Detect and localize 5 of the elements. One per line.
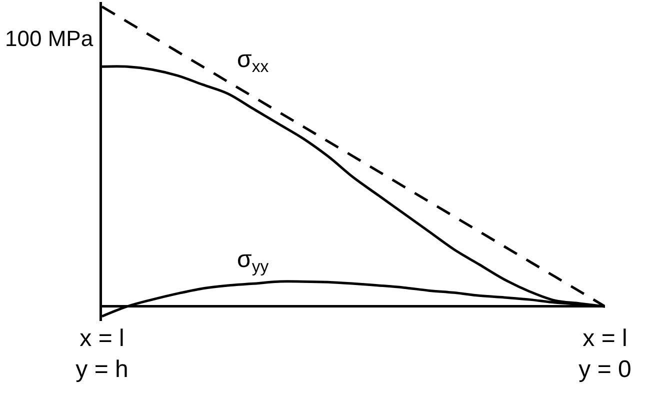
- series-label: σ$_{xx}$: [237, 46, 270, 76]
- x-tick-label: x = l y = 0: [578, 325, 632, 384]
- series-label: σ$_{yy}$: [237, 246, 270, 276]
- y-axis-title: 100 MPa: [5, 26, 94, 51]
- x-tick-label: x = l y = h: [76, 325, 128, 384]
